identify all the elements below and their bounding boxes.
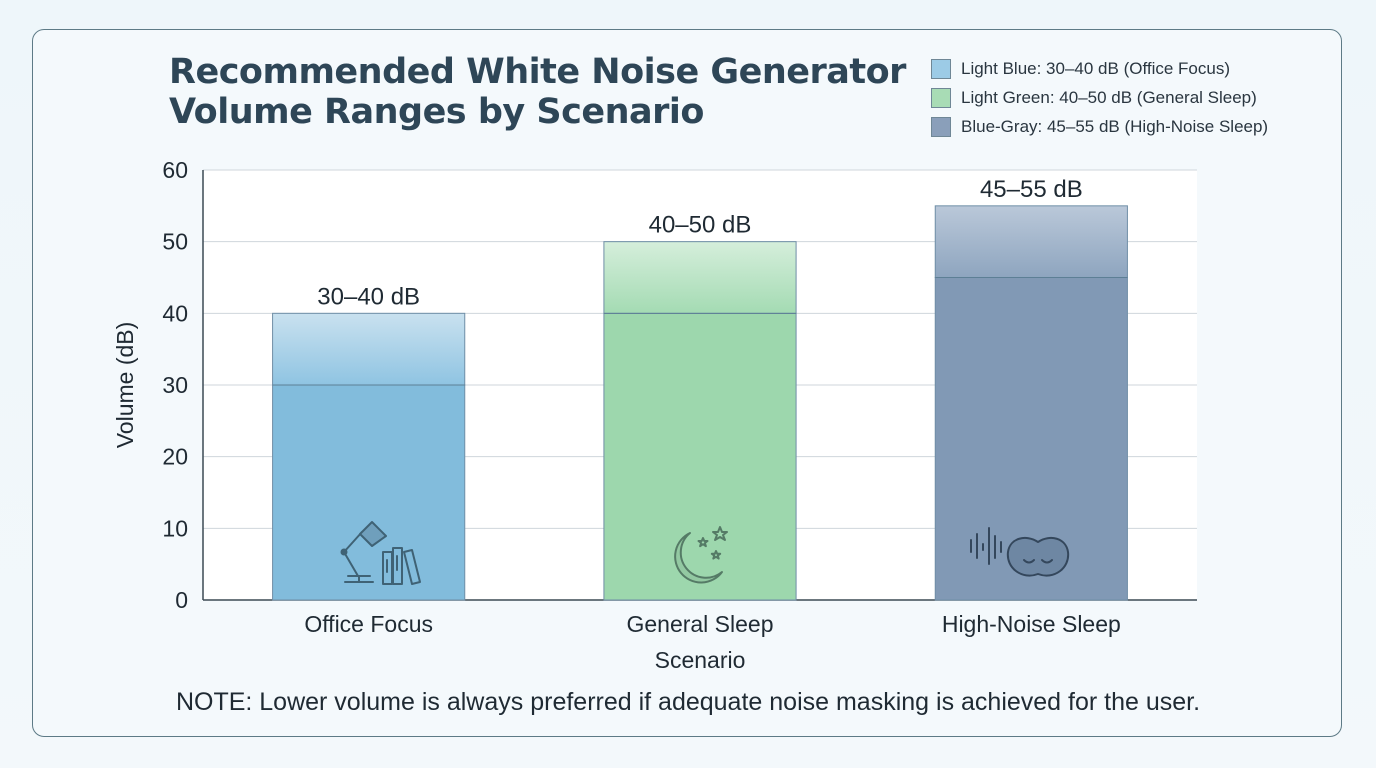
legend-swatch [931, 58, 951, 79]
bar-data-label: 45–55 dB [980, 176, 1083, 203]
desk-lamp-books-icon [340, 521, 421, 585]
bar-range [272, 312, 466, 386]
bar-range [603, 241, 797, 314]
y-tick-label: 30 [162, 372, 188, 398]
bar-range [934, 205, 1128, 278]
legend-label: Blue-Gray: 45–55 dB (High-Noise Sleep) [961, 116, 1269, 136]
y-tick-label: 10 [162, 515, 188, 541]
y-tick-label: 20 [162, 444, 188, 470]
moon-stars-icon [674, 526, 728, 584]
legend-item-high-noise-sleep: Blue-Gray: 45–55 dB (High-Noise Sleep) [931, 112, 1268, 141]
y-axis-label: Volume (dB) [112, 322, 138, 449]
x-axis-label: Scenario [655, 647, 746, 673]
bar-data-label: 40–50 dB [649, 212, 752, 239]
chart-title: Recommended White Noise Generator Volume… [169, 52, 906, 132]
legend-label: Light Green: 40–50 dB (General Sleep) [961, 87, 1257, 107]
bar-base [603, 312, 797, 601]
legend-swatch [931, 116, 951, 137]
legend-swatch [931, 87, 951, 108]
legend-item-office-focus: Light Blue: 30–40 dB (Office Focus) [931, 54, 1268, 83]
legend-item-general-sleep: Light Green: 40–50 dB (General Sleep) [931, 83, 1268, 112]
x-tick-label: General Sleep [626, 611, 773, 637]
bar-data-label: 30–40 dB [317, 283, 420, 310]
x-tick-label: High-Noise Sleep [942, 611, 1121, 637]
footnote: NOTE: Lower volume is always preferred i… [175, 688, 1201, 716]
y-tick-label: 50 [162, 229, 188, 255]
legend-label: Light Blue: 30–40 dB (Office Focus) [961, 58, 1231, 78]
y-tick-label: 60 [162, 157, 188, 183]
y-tick-label: 40 [162, 300, 188, 326]
y-tick-label: 0 [175, 587, 188, 613]
x-tick-label: Office Focus [304, 611, 433, 637]
bar-base [272, 384, 466, 601]
sound-wave-sleep-mask-icon [970, 527, 1070, 577]
chart-legend: Light Blue: 30–40 dB (Office Focus) Ligh… [931, 54, 1268, 141]
